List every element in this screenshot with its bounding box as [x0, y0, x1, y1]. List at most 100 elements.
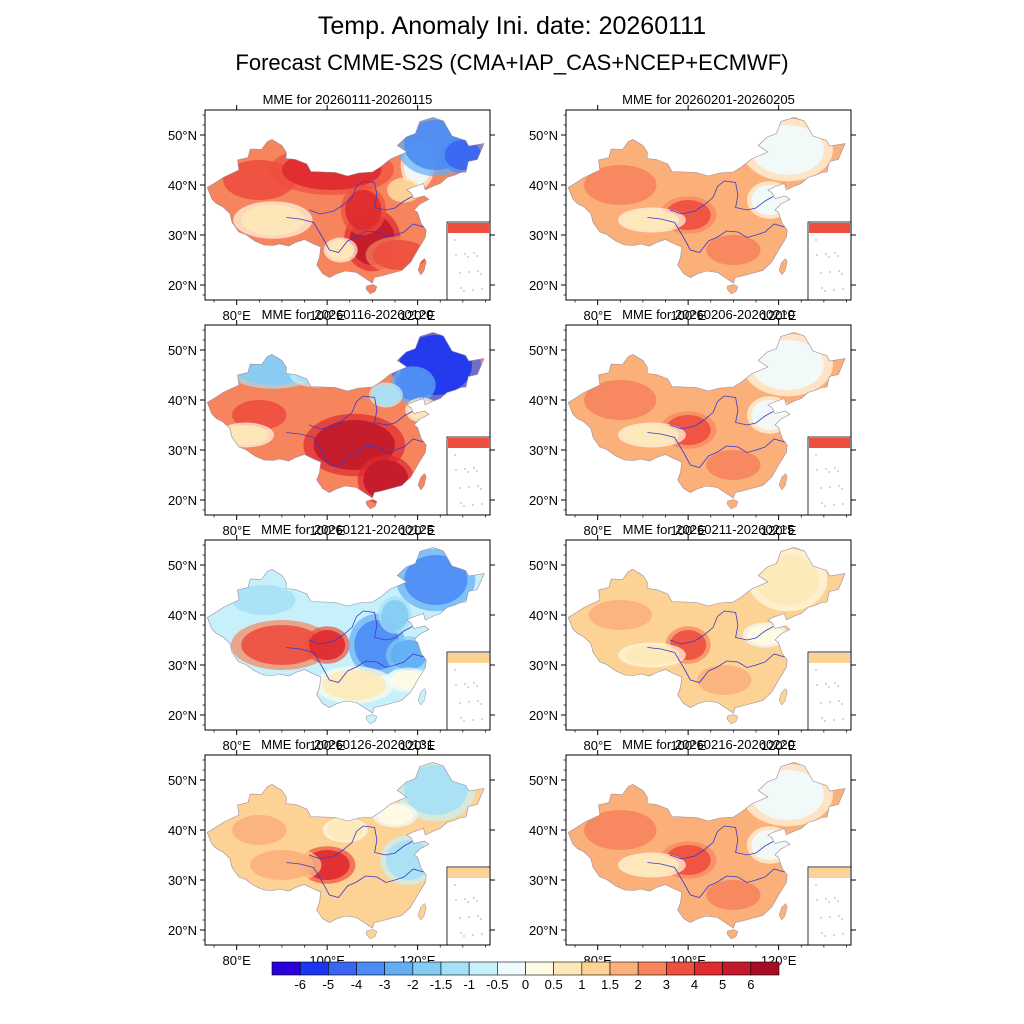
inset-island	[820, 702, 822, 704]
panel-title: MME for 20260201-20260205	[622, 92, 795, 107]
anomaly-contour	[390, 180, 418, 200]
hainan-border	[365, 714, 378, 725]
hainan-border	[726, 499, 739, 510]
yangtze-river	[286, 217, 424, 253]
anomaly-contour	[223, 425, 269, 445]
anomaly-contour	[751, 125, 824, 175]
inset-island	[834, 252, 836, 254]
figure-title: Temp. Anomaly Ini. date: 20260111	[317, 12, 707, 40]
yangtze-river	[647, 647, 785, 683]
taiwan-border	[778, 688, 788, 706]
lat-label: 20°N	[529, 493, 558, 508]
inset-island	[477, 270, 479, 272]
colorbar-swatch	[637, 961, 667, 976]
inset-island	[820, 272, 822, 274]
anomaly-contour	[232, 585, 296, 615]
lon-label: 100°E	[670, 738, 706, 753]
lon-label: 80°E	[222, 738, 251, 753]
inset-island	[473, 252, 475, 254]
anomaly-contour	[289, 362, 347, 388]
china-border	[567, 547, 846, 714]
inset-island	[480, 273, 482, 275]
inset-island	[476, 900, 478, 902]
inset-island	[464, 683, 466, 685]
anomaly-contour	[327, 820, 364, 840]
inset-island	[824, 505, 826, 507]
anomaly-contour	[385, 840, 432, 880]
colorbar-label: -0.5	[486, 977, 508, 992]
lon-label: 80°E	[583, 308, 612, 323]
panel-title: MME for 20260121-20260125	[261, 522, 434, 537]
lat-label: 20°N	[529, 708, 558, 723]
inset-island	[833, 504, 835, 506]
inset-island	[828, 471, 830, 473]
map-panel: MME for 20260116-20260120 50°N 40°N 30°N 20°…	[168, 307, 495, 538]
inset-island	[455, 899, 457, 901]
anomaly-contour	[756, 555, 820, 605]
inset-island	[838, 700, 840, 702]
anomaly-contour	[751, 400, 788, 430]
colorbar-swatch	[468, 961, 498, 976]
inset-island	[454, 454, 456, 456]
inset-island	[455, 254, 457, 256]
anomaly-contour	[381, 600, 409, 630]
inset-island	[816, 684, 818, 686]
colorbar-label: -1.5	[430, 977, 452, 992]
yellow-river	[669, 395, 774, 430]
map-panel: MME for 20260206-20260210 50°N 40°N 30°N 20°…	[529, 307, 856, 538]
colorbar-label: -2	[407, 977, 419, 992]
south-china-sea-inset	[807, 651, 852, 731]
anomaly-contour	[751, 340, 824, 390]
colorbar-swatch	[497, 961, 526, 976]
hainan-border	[365, 929, 378, 940]
hainan-border	[365, 499, 378, 510]
lat-label: 40°N	[529, 393, 558, 408]
lat-label: 20°N	[168, 278, 197, 293]
colorbar-swatch	[666, 961, 695, 976]
inset-island	[455, 469, 457, 471]
inset-island	[825, 683, 827, 685]
anomaly-contour	[345, 190, 382, 230]
inset-island	[473, 682, 475, 684]
anomaly-contour	[241, 205, 305, 235]
inset-island	[460, 717, 462, 719]
inset-island	[472, 719, 474, 721]
anomaly-contour	[706, 235, 761, 265]
yellow-river	[308, 395, 413, 430]
colorbar-label: 4	[691, 977, 698, 992]
anomaly-contour	[408, 400, 436, 420]
lon-label: 80°E	[222, 953, 251, 968]
inset-island	[834, 897, 836, 899]
colorbar-swatch	[722, 961, 752, 976]
lat-label: 50°N	[168, 343, 197, 358]
inset-island	[825, 468, 827, 470]
anomaly-contour	[390, 640, 427, 670]
inset-island	[834, 682, 836, 684]
colorbar-swatch	[328, 961, 357, 976]
inset-island	[476, 255, 478, 257]
panel-title: MME for 20260126-20260131	[261, 737, 434, 752]
inset-island	[821, 287, 823, 289]
inset-island	[829, 271, 831, 273]
inset-island	[824, 720, 826, 722]
inset-island	[480, 703, 482, 705]
anomaly-contour	[697, 665, 752, 695]
china-border	[206, 332, 485, 499]
inset-island	[816, 899, 818, 901]
colorbar-label: -3	[379, 977, 391, 992]
inset-island	[815, 454, 817, 456]
lon-label: 100°E	[670, 308, 706, 323]
colorbar-swatch	[553, 961, 583, 976]
inset-coast-fill	[809, 653, 850, 663]
lon-label: 120°E	[761, 308, 797, 323]
inset-island	[815, 239, 817, 241]
inset-island	[824, 935, 826, 937]
yangtze-river	[647, 862, 785, 898]
colorbar-label: 1.5	[601, 977, 619, 992]
panel-title: MME for 20260211-20260215	[623, 522, 795, 537]
inset-island	[467, 901, 469, 903]
colorbar-label: 1	[578, 977, 585, 992]
inset-island	[841, 273, 843, 275]
south-china-sea-inset	[446, 436, 491, 516]
